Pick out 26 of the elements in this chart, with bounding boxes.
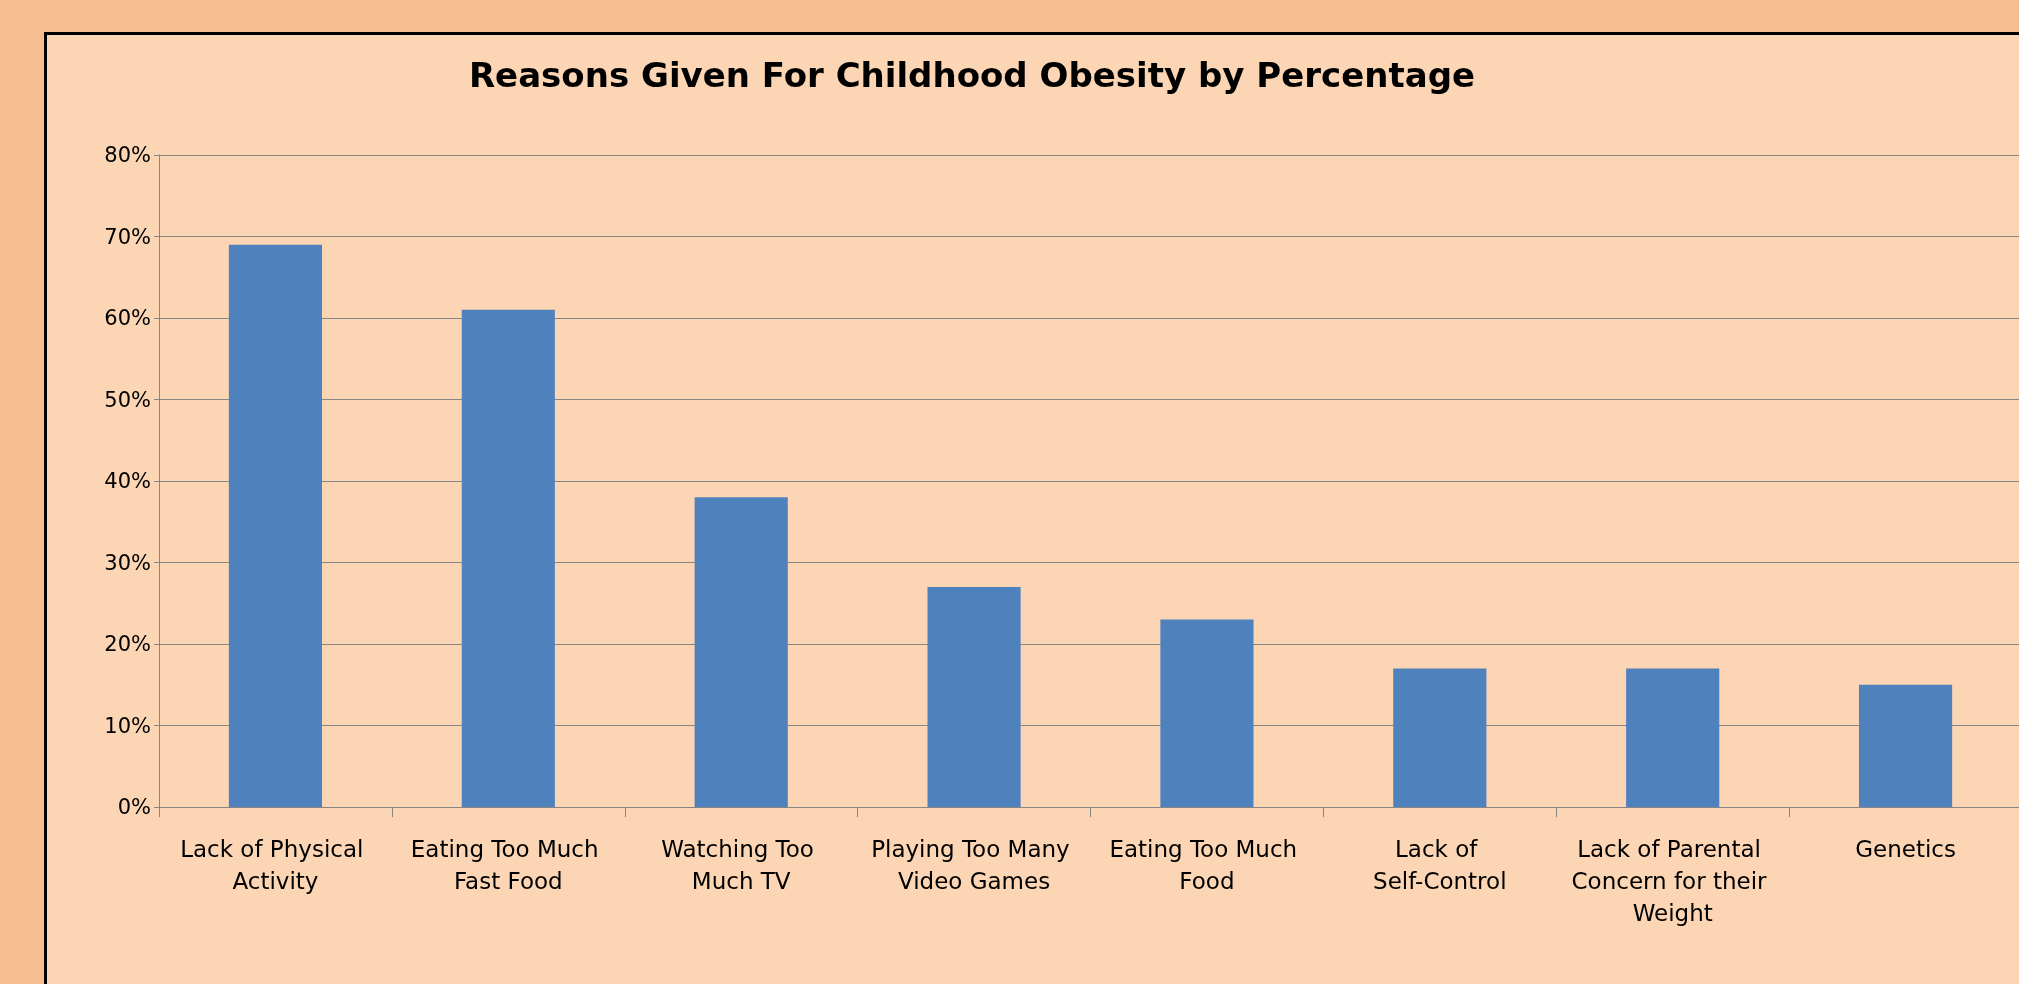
y-tick-label: 50% [104, 387, 151, 412]
x-tick-label: Lack of Self-Control [1373, 836, 1507, 894]
y-tick-label: 10% [104, 713, 151, 738]
x-tick-label: Lack of Physical Activity [180, 836, 371, 894]
x-tick-label: Eating Too Much Fast Food [410, 836, 606, 894]
x-tick-label: Watching Too Much TV [661, 836, 822, 894]
bar [1858, 684, 1953, 807]
bar [927, 586, 1021, 807]
bar [694, 497, 788, 807]
x-tick-label: Playing Too Many Video Games [871, 836, 1078, 894]
y-tick-label: 80% [104, 143, 151, 167]
bar [1393, 668, 1487, 807]
y-tick-label: 60% [104, 306, 151, 330]
bar [1626, 668, 1720, 807]
bar [461, 309, 555, 807]
y-tick-label: 70% [104, 224, 151, 249]
y-tick-label: 40% [104, 469, 151, 493]
x-tick-label: Eating Too Much Food [1109, 836, 1305, 894]
bar [228, 244, 323, 807]
x-tick-label: Genetics [1855, 836, 1956, 862]
y-tick-label: 20% [104, 632, 151, 656]
x-tick-label: Lack of Parental Concern for their Weight [1571, 836, 1774, 926]
y-tick-label: 0% [117, 795, 151, 819]
y-tick-label: 30% [104, 550, 151, 575]
bar [1160, 619, 1254, 807]
chart-title: Reasons Given For Childhood Obesity by Percentage [468, 55, 1476, 95]
